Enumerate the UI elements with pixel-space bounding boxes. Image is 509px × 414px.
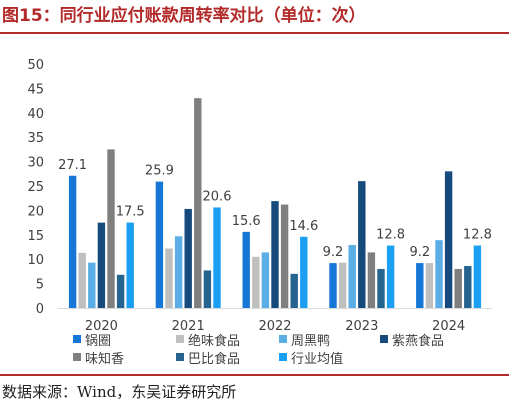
y-tick-label: 50 xyxy=(27,58,44,73)
bar xyxy=(425,263,434,308)
legend-item: 绝味食品 xyxy=(176,333,240,349)
y-tick-label: 20 xyxy=(27,204,44,219)
bar xyxy=(416,263,424,308)
bar xyxy=(155,181,164,308)
source-divider xyxy=(0,374,509,376)
legend-item: 紫燕食品 xyxy=(380,333,444,349)
legend-label: 味知香 xyxy=(85,351,124,367)
bar xyxy=(174,236,183,308)
bar xyxy=(435,240,443,308)
legend-swatch xyxy=(176,353,184,361)
y-tick-label: 30 xyxy=(27,156,44,171)
legend-item: 行业均值 xyxy=(279,351,343,367)
x-tick-label: 2022 xyxy=(258,319,291,334)
legend-swatch xyxy=(279,335,287,343)
data-label: 9.2 xyxy=(323,245,344,260)
bar xyxy=(194,98,202,308)
x-axis: 2020 2021 2022 2023 2024 xyxy=(58,308,492,334)
y-tick-label: 45 xyxy=(27,82,44,97)
data-label: 14.6 xyxy=(289,219,318,234)
bar xyxy=(213,207,221,308)
bar xyxy=(271,201,279,308)
legend-label: 行业均值 xyxy=(291,351,343,367)
bar xyxy=(444,171,453,308)
x-tick-label: 2024 xyxy=(432,319,465,334)
legend-label: 周黑鸭 xyxy=(291,334,330,349)
y-axis: 0 5 10 15 20 25 30 35 40 45 50 xyxy=(27,58,44,317)
data-label: 17.5 xyxy=(116,205,145,220)
y-tick-label: 0 xyxy=(36,302,44,317)
bar xyxy=(261,252,270,308)
legend-item: 巴比食品 xyxy=(176,351,240,367)
legend-item: 周黑鸭 xyxy=(279,334,330,349)
bars xyxy=(68,98,482,308)
data-label: 12.8 xyxy=(376,228,405,243)
y-tick-label: 10 xyxy=(27,253,44,268)
legend-swatch xyxy=(73,335,81,343)
bar xyxy=(280,204,289,308)
bar xyxy=(165,248,173,308)
legend-swatch xyxy=(380,335,388,343)
source-note: 数据来源：Wind，东吴证券研究所 xyxy=(2,383,237,401)
bar xyxy=(473,245,482,308)
bar xyxy=(184,208,192,308)
legend-label: 紫燕食品 xyxy=(392,333,444,349)
bar xyxy=(116,274,125,308)
bar xyxy=(290,273,298,308)
bar xyxy=(68,175,77,308)
bar xyxy=(88,262,96,308)
legend-swatch xyxy=(73,353,81,361)
bar xyxy=(464,266,472,308)
y-tick-label: 25 xyxy=(27,180,44,195)
bar xyxy=(242,231,250,308)
legend-swatch xyxy=(176,335,184,343)
title-underline xyxy=(0,32,509,34)
x-tick-label: 2020 xyxy=(85,319,118,334)
bar xyxy=(203,270,212,308)
data-label: 9.2 xyxy=(409,245,430,260)
x-tick-label: 2021 xyxy=(172,319,205,334)
y-tick-label: 5 xyxy=(36,278,44,293)
bar xyxy=(358,181,366,308)
bar xyxy=(107,149,115,308)
legend-item: 味知香 xyxy=(73,351,124,367)
bar xyxy=(329,263,337,308)
y-tick-label: 35 xyxy=(27,131,44,146)
data-label: 27.1 xyxy=(58,158,87,173)
bar xyxy=(367,252,376,308)
legend-swatch xyxy=(279,353,287,361)
bar xyxy=(454,268,462,308)
bar xyxy=(126,222,134,308)
legend-item: 锅圈 xyxy=(73,333,111,349)
legend-label: 绝味食品 xyxy=(188,333,240,349)
legend-label: 锅圈 xyxy=(85,333,111,349)
bar xyxy=(300,236,308,308)
data-label: 20.6 xyxy=(203,189,232,204)
data-labels: 27.1 25.9 15.6 9.2 9.2 17.5 20.6 14.6 12.8 12.8 xyxy=(58,158,492,260)
legend-label: 巴比食品 xyxy=(188,351,240,367)
y-tick-label: 40 xyxy=(27,107,44,122)
data-label: 15.6 xyxy=(232,214,261,229)
bar xyxy=(386,245,395,308)
figure-title: 图15：同行业应付账款周转率对比（单位：次） xyxy=(2,6,366,26)
bar xyxy=(97,222,106,308)
bar xyxy=(78,252,86,308)
bar xyxy=(377,268,385,308)
x-tick-label: 2023 xyxy=(345,319,378,334)
bar xyxy=(252,256,260,308)
data-label: 25.9 xyxy=(145,164,174,179)
data-label: 12.8 xyxy=(463,228,492,243)
bar xyxy=(348,245,356,308)
bar xyxy=(338,262,347,308)
y-tick-label: 15 xyxy=(27,229,44,244)
